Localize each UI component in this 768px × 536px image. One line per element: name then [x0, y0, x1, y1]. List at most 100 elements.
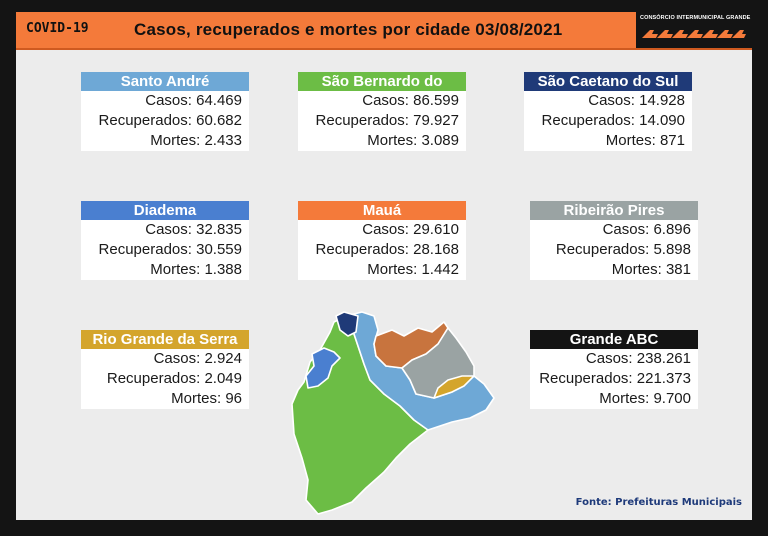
deaths-label: Mortes:: [605, 132, 656, 149]
recovered-row: Recuperados: 79.927: [298, 111, 466, 131]
arrows-logo-icon: [642, 30, 746, 38]
cases-value: 32.835: [196, 221, 242, 238]
cases-row: Casos: 14.928: [524, 91, 692, 111]
deaths-value: 1.388: [204, 261, 242, 278]
recovered-value: 28.168: [413, 241, 459, 258]
logo-text: CONSÓRCIO INTERMUNICIPAL GRANDE ABC: [640, 15, 752, 21]
deaths-value: 9.700: [653, 390, 691, 407]
recovered-label: Recuperados:: [539, 370, 633, 387]
deaths-value: 96: [225, 390, 242, 407]
consortium-logo: CONSÓRCIO INTERMUNICIPAL GRANDE ABC: [636, 12, 752, 48]
city-name: Santo André: [81, 72, 249, 91]
cases-label: Casos:: [145, 92, 192, 109]
cases-label: Casos:: [588, 92, 635, 109]
deaths-value: 3.089: [421, 132, 459, 149]
recovered-value: 60.682: [196, 112, 242, 129]
cases-row: Casos: 64.469: [81, 91, 249, 111]
deaths-row: Mortes: 96: [81, 389, 249, 409]
deaths-row: Mortes: 3.089: [298, 131, 466, 151]
recovered-row: Recuperados: 2.049: [81, 369, 249, 389]
city-card-ribeirao-pires: Ribeirão Pires Casos: 6.896 Recuperados:…: [530, 201, 698, 280]
recovered-label: Recuperados:: [315, 241, 409, 258]
map-region-diadema: [305, 347, 341, 389]
recovered-label: Recuperados:: [106, 370, 201, 387]
city-name: Grande ABC: [530, 330, 698, 349]
deaths-label: Mortes:: [599, 390, 650, 407]
city-name: Mauá: [298, 201, 466, 220]
recovered-value: 221.373: [636, 370, 691, 387]
cases-value: 64.469: [196, 92, 242, 109]
deaths-label: Mortes:: [150, 261, 201, 278]
cases-row: Casos: 32.835: [81, 220, 249, 240]
deaths-row: Mortes: 381: [530, 260, 698, 280]
cases-label: Casos:: [362, 221, 409, 238]
deaths-value: 2.433: [204, 132, 242, 149]
map-region-sao-caetano: [335, 311, 359, 337]
cases-value: 2.924: [204, 350, 242, 367]
city-name: Diadema: [81, 201, 249, 220]
deaths-value: 1.442: [421, 261, 459, 278]
city-card-santo-andre: Santo André Casos: 64.469 Recuperados: 6…: [81, 72, 249, 151]
header-bar: COVID-19 Casos, recuperados e mortes por…: [16, 12, 752, 50]
deaths-row: Mortes: 1.388: [81, 260, 249, 280]
deaths-label: Mortes:: [150, 132, 201, 149]
recovered-value: 79.927: [413, 112, 459, 129]
map-region-rio-grande-da-serra: [433, 375, 475, 399]
city-card-maua: Mauá Casos: 29.610 Recuperados: 28.168 M…: [298, 201, 466, 280]
cases-value: 86.599: [413, 92, 459, 109]
recovered-label: Recuperados:: [315, 112, 409, 129]
city-name: Rio Grande da Serra: [81, 330, 249, 349]
cases-value: 238.261: [636, 350, 691, 367]
city-card-rio-grande-da-serra: Rio Grande da Serra Casos: 2.924 Recuper…: [81, 330, 249, 409]
deaths-value: 381: [665, 261, 691, 278]
cases-value: 14.928: [639, 92, 685, 109]
recovered-label: Recuperados:: [98, 112, 192, 129]
recovered-row: Recuperados: 14.090: [524, 111, 692, 131]
recovered-label: Recuperados:: [555, 241, 650, 258]
recovered-row: Recuperados: 30.559: [81, 240, 249, 260]
recovered-label: Recuperados:: [98, 241, 192, 258]
cases-row: Casos: 29.610: [298, 220, 466, 240]
infographic-frame: COVID-19 Casos, recuperados e mortes por…: [16, 12, 752, 520]
recovered-row: Recuperados: 28.168: [298, 240, 466, 260]
cases-row: Casos: 238.261: [530, 349, 698, 369]
recovered-value: 14.090: [639, 112, 685, 129]
cases-label: Casos:: [585, 350, 633, 367]
cases-label: Casos:: [362, 92, 409, 109]
city-name: São Bernardo do Campo: [298, 72, 466, 109]
recovered-row: Recuperados: 60.682: [81, 111, 249, 131]
recovered-value: 5.898: [653, 241, 691, 258]
deaths-label: Mortes:: [367, 261, 418, 278]
city-name: São Caetano do Sul: [524, 72, 692, 91]
deaths-row: Mortes: 871: [524, 131, 692, 151]
deaths-label: Mortes:: [367, 132, 418, 149]
cases-label: Casos:: [153, 350, 201, 367]
recovered-row: Recuperados: 5.898: [530, 240, 698, 260]
deaths-label: Mortes:: [171, 390, 222, 407]
deaths-row: Mortes: 2.433: [81, 131, 249, 151]
city-card-sao-bernardo: São Bernardo do Campo Casos: 86.599 Recu…: [298, 72, 466, 151]
page-title: Casos, recuperados e mortes por cidade 0…: [134, 20, 563, 39]
city-card-grande-abc: Grande ABC Casos: 238.261 Recuperados: 2…: [530, 330, 698, 409]
city-name: Ribeirão Pires: [530, 201, 698, 220]
deaths-row: Mortes: 1.442: [298, 260, 466, 280]
deaths-label: Mortes:: [611, 261, 662, 278]
recovered-row: Recuperados: 221.373: [530, 369, 698, 389]
cases-label: Casos:: [145, 221, 192, 238]
region-map: [291, 311, 495, 515]
cases-label: Casos:: [602, 221, 650, 238]
deaths-row: Mortes: 9.700: [530, 389, 698, 409]
cases-row: Casos: 6.896: [530, 220, 698, 240]
recovered-value: 2.049: [204, 370, 242, 387]
cases-row: Casos: 86.599: [298, 91, 466, 111]
cases-row: Casos: 2.924: [81, 349, 249, 369]
source-note: Fonte: Prefeituras Municipais: [575, 497, 742, 508]
recovered-value: 30.559: [196, 241, 242, 258]
cases-value: 29.610: [413, 221, 459, 238]
cases-value: 6.896: [653, 221, 691, 238]
deaths-value: 871: [659, 132, 685, 149]
city-card-sao-caetano: São Caetano do Sul Casos: 14.928 Recuper…: [524, 72, 692, 151]
covid-tag: COVID-19: [26, 21, 89, 36]
recovered-label: Recuperados:: [541, 112, 635, 129]
city-card-diadema: Diadema Casos: 32.835 Recuperados: 30.55…: [81, 201, 249, 280]
